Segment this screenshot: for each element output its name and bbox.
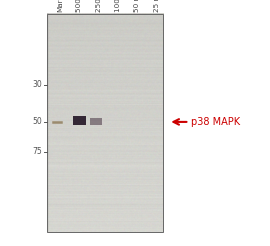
Bar <box>90 118 102 124</box>
Text: 100 ng: 100 ng <box>115 0 121 12</box>
Text: 50: 50 <box>32 117 42 126</box>
Text: 75: 75 <box>32 147 42 156</box>
Text: 500 ng: 500 ng <box>76 0 82 12</box>
Text: 50 ng: 50 ng <box>134 0 140 12</box>
Text: 250 ng: 250 ng <box>96 0 102 12</box>
Bar <box>47 14 163 232</box>
Text: Marker: Marker <box>57 0 63 12</box>
Text: 25 ng: 25 ng <box>154 0 160 12</box>
Text: 30: 30 <box>32 80 42 89</box>
Bar <box>73 116 86 125</box>
Text: p38 MAPK: p38 MAPK <box>191 117 241 127</box>
